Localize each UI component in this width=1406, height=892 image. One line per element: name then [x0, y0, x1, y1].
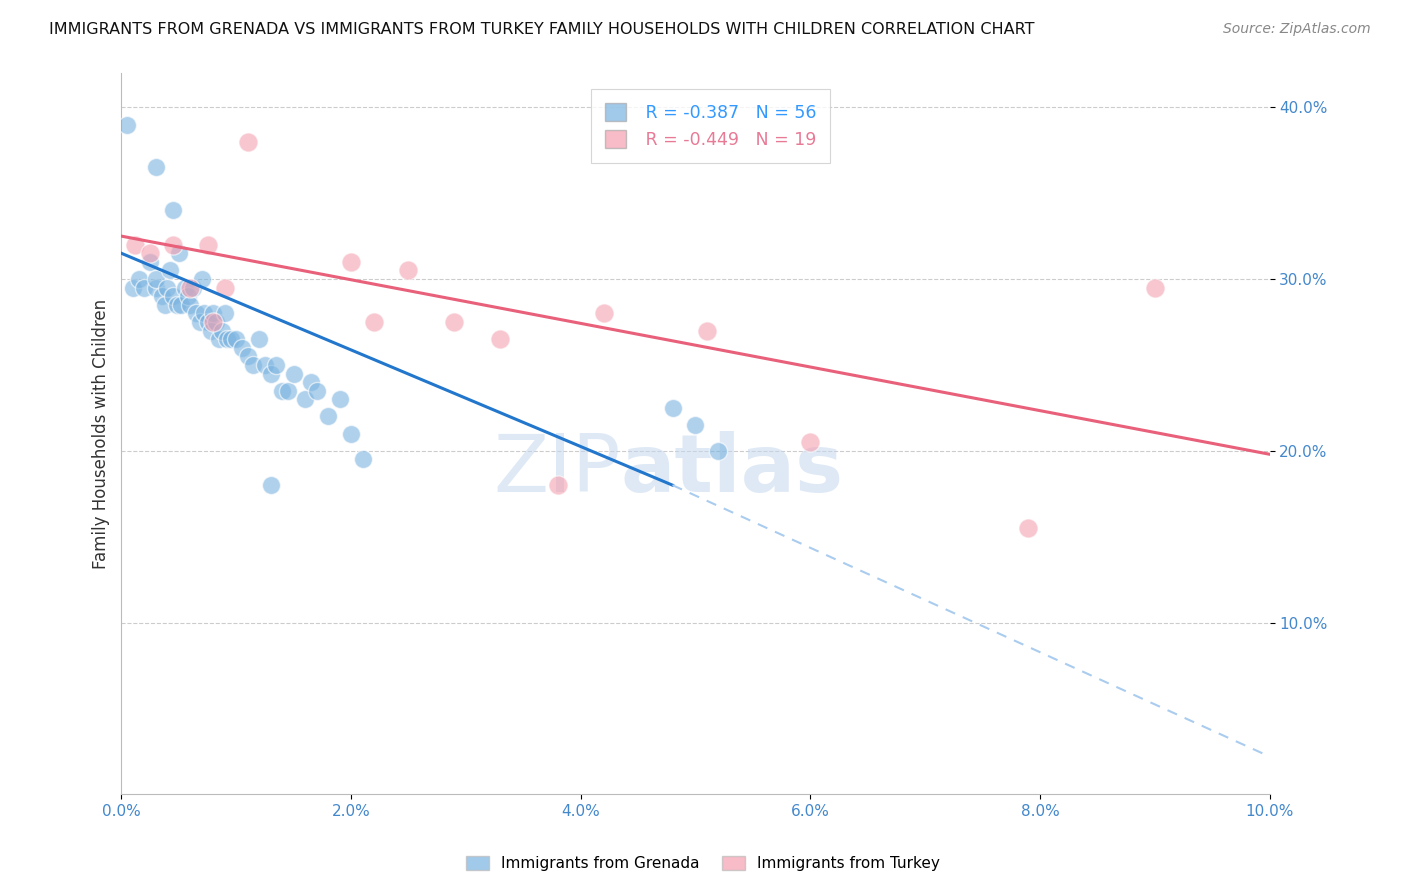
Point	[707, 443, 730, 458]
Point	[145, 272, 167, 286]
Point	[202, 306, 225, 320]
Point	[214, 280, 236, 294]
Point	[253, 358, 276, 372]
Point	[225, 332, 247, 346]
Point	[271, 384, 294, 398]
Point	[162, 237, 184, 252]
Point	[166, 298, 188, 312]
Point	[208, 332, 231, 346]
Point	[145, 161, 167, 175]
Point	[398, 263, 420, 277]
Point	[305, 384, 328, 398]
Point	[145, 280, 167, 294]
Point	[179, 280, 201, 294]
Point	[260, 367, 283, 381]
Point	[231, 341, 253, 355]
Point	[1017, 521, 1039, 535]
Point	[340, 255, 363, 269]
Point	[294, 392, 316, 407]
Point	[266, 358, 288, 372]
Legend:  R = -0.387   N = 56,  R = -0.449   N = 19: R = -0.387 N = 56, R = -0.449 N = 19	[592, 89, 831, 163]
Point	[124, 237, 146, 252]
Point	[363, 315, 385, 329]
Point	[236, 350, 259, 364]
Point	[162, 203, 184, 218]
Point	[173, 280, 195, 294]
Point	[153, 298, 176, 312]
Point	[159, 263, 181, 277]
Point	[242, 358, 264, 372]
Text: ZIP: ZIP	[494, 431, 621, 508]
Point	[661, 401, 683, 415]
Text: Source: ZipAtlas.com: Source: ZipAtlas.com	[1223, 22, 1371, 37]
Point	[1143, 280, 1166, 294]
Point	[260, 478, 283, 492]
Point	[283, 367, 305, 381]
Text: IMMIGRANTS FROM GRENADA VS IMMIGRANTS FROM TURKEY FAMILY HOUSEHOLDS WITH CHILDRE: IMMIGRANTS FROM GRENADA VS IMMIGRANTS FR…	[49, 22, 1035, 37]
Point	[340, 426, 363, 441]
Point	[236, 135, 259, 149]
Text: atlas: atlas	[621, 431, 844, 508]
Point	[115, 118, 138, 132]
Point	[197, 237, 219, 252]
Point	[134, 280, 156, 294]
Point	[122, 280, 145, 294]
Point	[139, 255, 162, 269]
Point	[547, 478, 569, 492]
Point	[685, 418, 707, 433]
Point	[181, 280, 204, 294]
Point	[128, 272, 150, 286]
Point	[211, 324, 233, 338]
Point	[219, 332, 242, 346]
Point	[170, 298, 193, 312]
Point	[214, 306, 236, 320]
Y-axis label: Family Households with Children: Family Households with Children	[93, 299, 110, 569]
Point	[329, 392, 352, 407]
Point	[277, 384, 299, 398]
Point	[200, 324, 222, 338]
Point	[202, 315, 225, 329]
Point	[592, 306, 614, 320]
Point	[443, 315, 465, 329]
Point	[352, 452, 374, 467]
Point	[139, 246, 162, 260]
Point	[188, 315, 211, 329]
Point	[215, 332, 238, 346]
Point	[167, 246, 190, 260]
Point	[162, 289, 184, 303]
Point	[156, 280, 179, 294]
Legend: Immigrants from Grenada, Immigrants from Turkey: Immigrants from Grenada, Immigrants from…	[460, 850, 946, 877]
Point	[177, 289, 200, 303]
Point	[247, 332, 270, 346]
Point	[197, 315, 219, 329]
Point	[193, 306, 215, 320]
Point	[191, 272, 214, 286]
Point	[489, 332, 512, 346]
Point	[316, 409, 339, 424]
Point	[299, 375, 322, 389]
Point	[204, 315, 226, 329]
Point	[696, 324, 718, 338]
Point	[179, 298, 201, 312]
Point	[150, 289, 173, 303]
Point	[184, 306, 207, 320]
Point	[799, 435, 821, 450]
